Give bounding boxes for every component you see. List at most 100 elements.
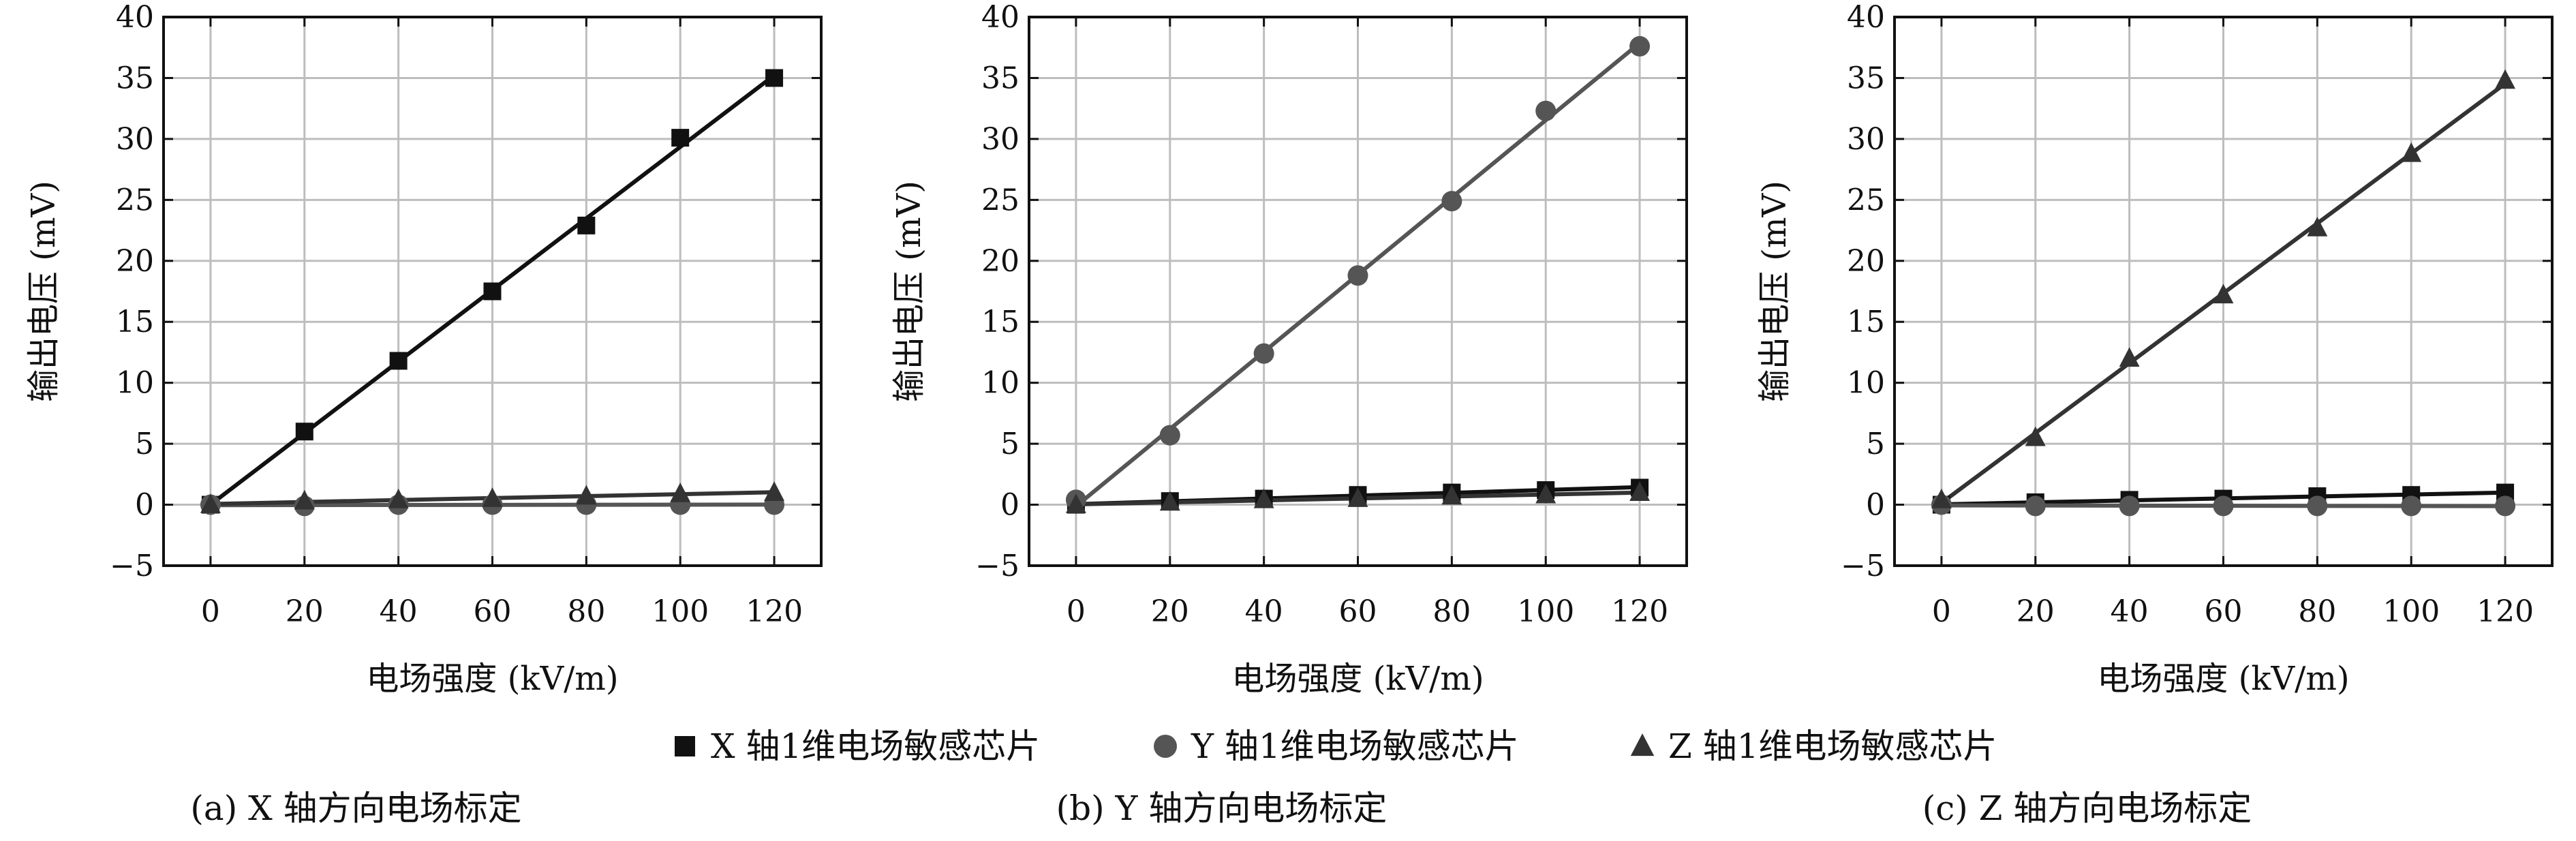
panel-caption-c: (c) Z 轴方向电场标定 xyxy=(1922,789,2252,828)
series-3-point xyxy=(1931,489,1952,508)
x-tick-label: 60 xyxy=(1339,594,1377,629)
series-3-point xyxy=(482,487,503,507)
x-axis-label: 电场强度 (kV/m) xyxy=(1231,660,1484,698)
x-axis-label: 电场强度 (kV/m) xyxy=(2097,660,2349,698)
x-tick-label: 60 xyxy=(2205,594,2243,629)
series-1-point xyxy=(671,129,690,147)
series-2-point xyxy=(2307,495,2328,517)
y-tick-label: 0 xyxy=(1866,488,1885,523)
x-tick-label: 0 xyxy=(201,594,220,629)
y-tick-label: 25 xyxy=(981,183,1019,217)
legend-label-1: X 轴1维电场敏感芯片 xyxy=(711,727,1040,766)
y-tick-label: 0 xyxy=(1000,488,1019,523)
y-tick-label: 30 xyxy=(116,122,154,157)
x-axis-label: 电场强度 (kV/m) xyxy=(366,660,618,698)
series-2-point xyxy=(1535,100,1557,121)
series-3-point xyxy=(1253,489,1274,508)
series-3-point xyxy=(2307,217,2328,236)
x-tick-label: 60 xyxy=(474,594,512,629)
y-tick-label: 40 xyxy=(116,0,154,35)
series-3-point xyxy=(576,485,597,505)
y-tick-label: 40 xyxy=(1847,0,1885,35)
legend-label-3: Z 轴1维电场敏感芯片 xyxy=(1668,727,1997,766)
x-tick-label: 40 xyxy=(380,594,418,629)
y-axis-label: 输出电压 (mV) xyxy=(1755,181,1794,402)
y-tick-label: −5 xyxy=(110,549,154,583)
y-tick-label: −5 xyxy=(975,549,1019,583)
y-tick-label: 20 xyxy=(116,244,154,279)
y-tick-label: 15 xyxy=(1847,305,1885,339)
y-tick-label: 10 xyxy=(1847,366,1885,401)
x-tick-label: 80 xyxy=(1432,594,1471,629)
legend-marker-square xyxy=(675,736,695,756)
legend: X 轴1维电场敏感芯片 Y 轴1维电场敏感芯片 Z 轴1维电场敏感芯片 xyxy=(675,727,1997,766)
series-2-point xyxy=(2401,495,2422,517)
y-tick-label: 25 xyxy=(116,183,154,217)
x-tick-label: 100 xyxy=(651,594,709,629)
y-axis-label: 输出电压 (mV) xyxy=(25,181,63,402)
panel-caption-b: (b) Y 轴方向电场标定 xyxy=(1056,789,1387,828)
y-axis-label: 输出电压 (mV) xyxy=(890,181,928,402)
chart-panel-b: 0 20 40 60 80 100 120 −5 0 5 10 15 20 25 30 35 40 电场强度 (k… xyxy=(890,0,1688,828)
series-1-point xyxy=(577,216,596,234)
series-3-point xyxy=(1347,487,1368,507)
x-tick-label: 0 xyxy=(1067,594,1086,629)
x-tick-label: 100 xyxy=(1517,594,1574,629)
series-3-point xyxy=(1159,491,1180,511)
series-2-point xyxy=(2025,495,2046,517)
x-tick-label: 80 xyxy=(2298,594,2336,629)
series-3-point xyxy=(670,483,691,502)
series-1-point xyxy=(389,352,408,370)
chart-panel-c: 0 20 40 60 80 100 120 −5 0 5 10 15 20 25 30 35 40 电场强度 (k… xyxy=(1755,0,2554,828)
series-2-point xyxy=(1347,265,1368,286)
series-3-point xyxy=(388,489,409,508)
series-3-point xyxy=(2401,142,2422,162)
y-tick-label: 30 xyxy=(1847,122,1885,157)
y-tick-label: 35 xyxy=(116,61,154,95)
y-tick-label: 10 xyxy=(981,366,1019,401)
x-tick-label: 100 xyxy=(2382,594,2440,629)
x-tick-label: 80 xyxy=(567,594,605,629)
y-tick-label: 5 xyxy=(1866,427,1885,461)
series-3-point xyxy=(294,489,315,510)
series-1-point xyxy=(483,282,502,301)
x-tick-label: 20 xyxy=(286,594,324,629)
x-tick-label: 40 xyxy=(2111,594,2149,629)
x-tick-label: 40 xyxy=(1245,594,1283,629)
series-3-point xyxy=(1441,485,1462,505)
series-1-point xyxy=(765,69,784,87)
legend-marker-circle xyxy=(1154,735,1177,758)
series-2-point xyxy=(1159,425,1180,446)
y-tick-label: 35 xyxy=(981,61,1019,95)
chart-panel-a: 0 20 40 60 80 100 120 −5 0 5 10 15 20 25 30 35 40 电场强度 (k… xyxy=(25,0,823,828)
x-tick-label: 120 xyxy=(746,594,803,629)
series-3-point xyxy=(1629,481,1651,501)
x-tick-label: 20 xyxy=(2017,594,2055,629)
series-3-point xyxy=(1065,493,1086,513)
y-tick-label: 15 xyxy=(116,305,154,339)
y-tick-label: 5 xyxy=(1000,427,1019,461)
series-2-point xyxy=(1253,343,1274,364)
legend-label-2: Y 轴1维电场敏感芯片 xyxy=(1191,727,1519,766)
y-tick-label: 20 xyxy=(1847,244,1885,279)
y-tick-label: 30 xyxy=(981,122,1019,157)
series-3-point xyxy=(2025,426,2046,446)
series-3-point xyxy=(200,493,221,513)
series-2-point xyxy=(2119,495,2140,517)
y-tick-label: 10 xyxy=(116,366,154,401)
series-2-point xyxy=(1629,35,1651,57)
y-tick-label: 40 xyxy=(981,0,1019,35)
series-2-point xyxy=(2213,495,2234,517)
series-3-point xyxy=(1535,483,1557,504)
y-tick-label: 5 xyxy=(135,427,154,461)
y-tick-label: −5 xyxy=(1841,549,1885,583)
panel-caption-a: (a) X 轴方向电场标定 xyxy=(190,789,521,828)
x-tick-label: 0 xyxy=(1932,594,1951,629)
x-tick-label: 120 xyxy=(2477,594,2534,629)
series-3-point xyxy=(2213,284,2234,304)
y-tick-label: 35 xyxy=(1847,61,1885,95)
series-2-point xyxy=(2495,495,2516,517)
series-1-point xyxy=(295,423,313,441)
